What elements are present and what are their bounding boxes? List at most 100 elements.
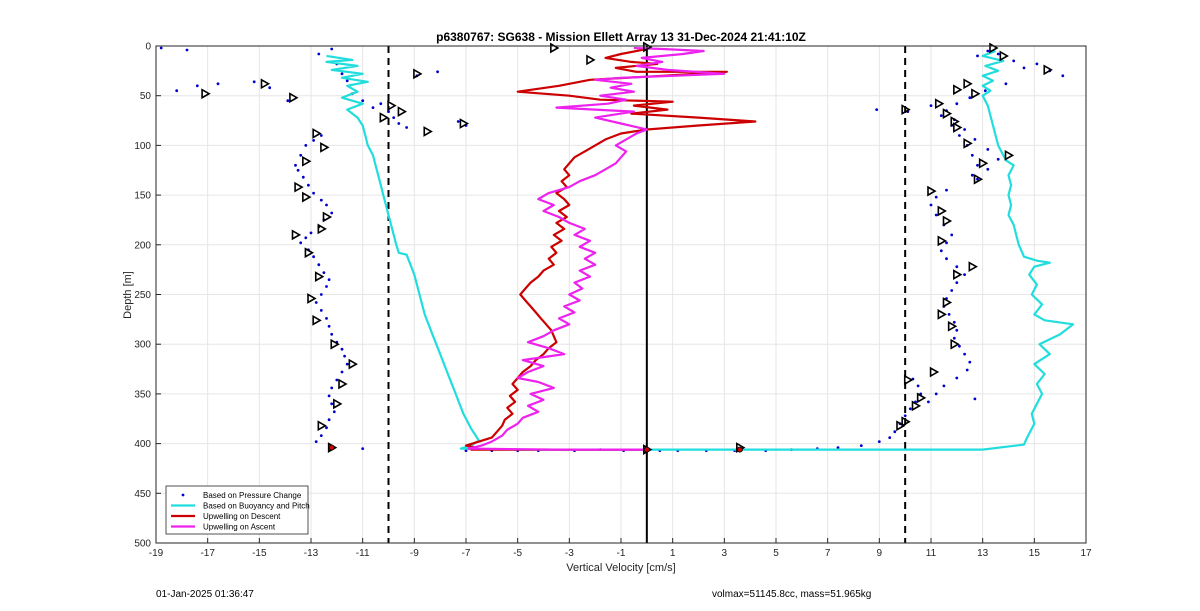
data-point bbox=[392, 116, 396, 119]
dive-marker bbox=[387, 100, 397, 112]
data-point bbox=[319, 309, 323, 312]
legend-entry: Upwelling on Descent bbox=[203, 512, 281, 521]
series-4 bbox=[201, 41, 1053, 455]
series-line bbox=[467, 46, 726, 451]
data-point bbox=[939, 114, 943, 117]
data-point bbox=[456, 120, 460, 123]
data-point bbox=[307, 183, 310, 187]
dive-marker bbox=[302, 155, 312, 167]
data-point bbox=[986, 167, 990, 171]
dive-marker bbox=[937, 205, 947, 217]
data-point bbox=[436, 70, 439, 74]
y-tick-label: 500 bbox=[134, 539, 151, 550]
data-point bbox=[955, 328, 959, 332]
data-point bbox=[942, 384, 946, 388]
data-point bbox=[934, 213, 938, 217]
data-point bbox=[397, 122, 401, 125]
legend-entry: Based on Pressure Change bbox=[203, 491, 302, 500]
data-point bbox=[950, 289, 954, 292]
data-point bbox=[314, 301, 318, 304]
dive-marker bbox=[963, 78, 973, 90]
dive-marker bbox=[413, 68, 423, 80]
legend-entry: Upwelling on Ascent bbox=[203, 523, 276, 532]
data-point bbox=[955, 281, 959, 284]
data-point bbox=[330, 386, 334, 390]
x-axis-label: Vertical Velocity [cm/s] bbox=[566, 562, 675, 574]
data-point bbox=[312, 255, 315, 259]
dive-marker bbox=[947, 320, 958, 332]
dive-marker bbox=[338, 378, 348, 390]
data-point bbox=[963, 352, 966, 356]
data-point bbox=[908, 407, 912, 411]
data-point bbox=[332, 410, 336, 414]
dive-marker bbox=[911, 400, 922, 412]
depth-velocity-chart: p6380767: SG638 - Mission Ellett Array 1… bbox=[122, 30, 1092, 574]
data-point bbox=[268, 86, 272, 90]
dive-marker bbox=[322, 211, 333, 223]
data-point bbox=[340, 370, 344, 374]
series-line bbox=[464, 47, 757, 451]
dive-marker bbox=[942, 215, 953, 227]
series-layer bbox=[159, 41, 1075, 455]
data-point bbox=[185, 48, 189, 52]
dive-marker bbox=[916, 392, 927, 404]
x-tick-label: 1 bbox=[670, 548, 676, 559]
dive-marker bbox=[950, 338, 960, 350]
data-point bbox=[304, 236, 308, 240]
y-tick-label: 350 bbox=[134, 389, 151, 400]
data-point bbox=[1022, 66, 1026, 70]
y-axis-label: Depth [m] bbox=[122, 271, 134, 319]
x-tick-label: -17 bbox=[200, 548, 215, 559]
dive-marker bbox=[302, 191, 312, 203]
dive-marker bbox=[929, 366, 940, 378]
data-point bbox=[836, 446, 840, 449]
data-point bbox=[945, 188, 948, 192]
data-point bbox=[859, 444, 863, 447]
data-point bbox=[877, 440, 881, 443]
x-tick-label: -7 bbox=[462, 548, 471, 559]
data-point bbox=[330, 47, 334, 51]
data-point bbox=[955, 102, 959, 106]
data-point bbox=[939, 249, 943, 253]
y-tick-label: 150 bbox=[134, 191, 151, 202]
dive-marker bbox=[978, 157, 989, 169]
apex-dot bbox=[643, 446, 650, 453]
chart-title: p6380767: SG638 - Mission Ellett Array 1… bbox=[436, 30, 806, 44]
footer-timestamp: 01-Jan-2025 01:36:47 bbox=[156, 589, 254, 600]
y-tick-label: 450 bbox=[134, 489, 151, 500]
data-point bbox=[916, 384, 920, 388]
dive-marker bbox=[934, 98, 945, 110]
y-tick-label: 400 bbox=[134, 439, 151, 450]
data-point bbox=[299, 241, 303, 245]
y-tick-label: 200 bbox=[134, 240, 151, 251]
data-point bbox=[387, 110, 390, 113]
dive-marker bbox=[643, 41, 653, 53]
data-point bbox=[371, 106, 375, 109]
data-point bbox=[327, 324, 331, 328]
x-tick-label: -13 bbox=[304, 548, 319, 559]
data-point bbox=[345, 79, 349, 83]
data-point bbox=[319, 198, 323, 202]
data-point bbox=[958, 344, 961, 348]
data-point bbox=[361, 447, 365, 450]
data-point bbox=[252, 80, 256, 84]
dive-marker bbox=[459, 118, 470, 129]
dive-marker bbox=[330, 338, 340, 350]
data-point bbox=[1061, 74, 1065, 78]
series-2 bbox=[464, 47, 757, 451]
y-tick-label: 250 bbox=[134, 290, 151, 301]
data-point bbox=[330, 211, 334, 215]
x-axis: -19 -17 -15 -13 -11 -9 -7 -5 -3 -1 1 3 5 7 9 11 13 15 17 bbox=[149, 538, 1092, 559]
data-point bbox=[976, 177, 979, 181]
x-tick-label: -15 bbox=[252, 548, 267, 559]
footer-mass-info: volmax=51145.8cc, mass=51.965kg bbox=[712, 589, 872, 600]
x-tick-label: 17 bbox=[1080, 548, 1092, 559]
data-point bbox=[996, 52, 1000, 56]
data-point bbox=[294, 163, 297, 167]
data-point bbox=[976, 54, 979, 58]
x-tick-label: 9 bbox=[877, 548, 883, 559]
data-point bbox=[945, 257, 948, 261]
dive-marker bbox=[1043, 64, 1053, 76]
apex-dot bbox=[328, 444, 335, 451]
data-point bbox=[405, 126, 408, 129]
